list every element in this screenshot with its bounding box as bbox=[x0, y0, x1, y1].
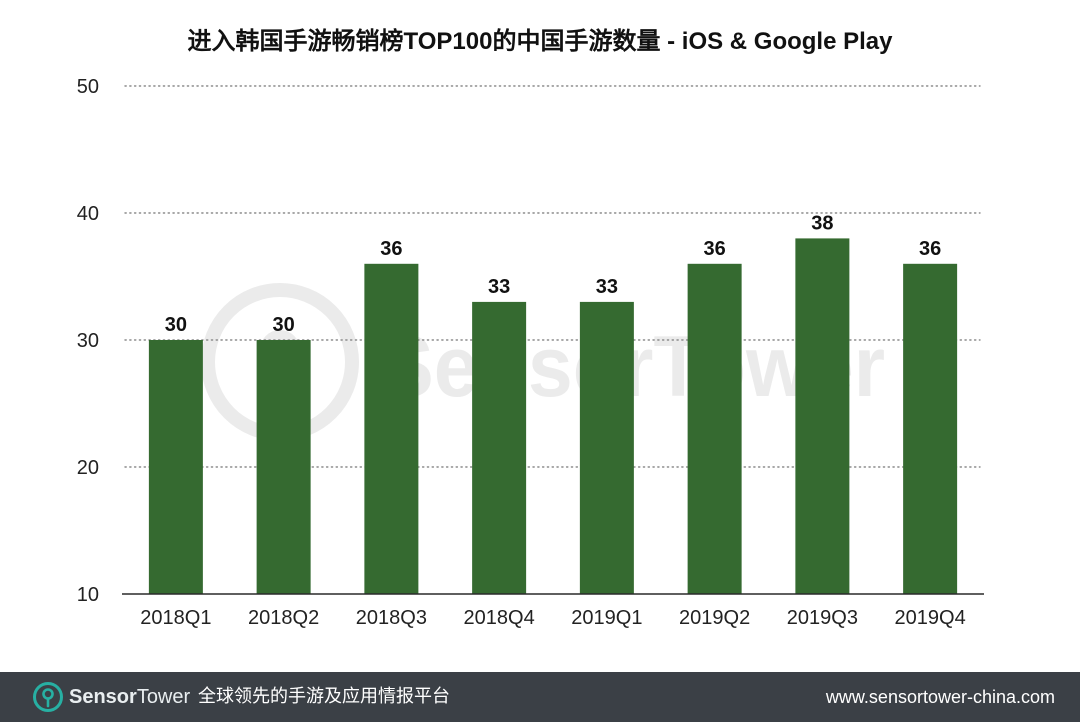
data-label-2019q2: 36 bbox=[704, 238, 726, 260]
bar-2018q2 bbox=[256, 340, 311, 594]
y-tick-label: 30 bbox=[77, 330, 99, 352]
bar-2019q2 bbox=[687, 263, 742, 594]
footer-brand: SensorTower bbox=[69, 672, 190, 722]
x-tick-label: 2019Q2 bbox=[679, 607, 750, 629]
bar-2018q4 bbox=[472, 301, 527, 594]
bar-2018q3 bbox=[364, 263, 419, 594]
axes: 10 20 30 40 50 2018Q1 2018Q2 2018Q3 2018Q4 2019Q1… bbox=[77, 76, 984, 629]
data-label-2018q2: 30 bbox=[273, 314, 295, 336]
x-tick-label: 2018Q3 bbox=[356, 607, 427, 629]
footer-tagline: 全球领先的手游及应用情报平台 bbox=[198, 686, 450, 707]
data-label-2019q1: 33 bbox=[596, 276, 618, 298]
data-labels: 30 30 36 33 33 36 38 36 bbox=[165, 212, 942, 336]
bar-2018q1 bbox=[148, 340, 203, 594]
x-tick-label: 2019Q3 bbox=[787, 607, 858, 629]
chart-title: 进入韩国手游畅销榜TOP100的中国手游数量 - iOS & Google Pl… bbox=[187, 28, 893, 55]
data-label-2019q3: 38 bbox=[811, 212, 833, 234]
x-tick-label: 2019Q4 bbox=[895, 607, 966, 629]
y-tick-label: 20 bbox=[77, 457, 99, 479]
data-label-2018q3: 36 bbox=[380, 238, 402, 260]
x-tick-label: 2019Q1 bbox=[571, 607, 642, 629]
footer-url: www.sensortower-china.com bbox=[825, 687, 1055, 707]
sensortower-logo-icon bbox=[33, 682, 63, 712]
data-label-2019q4: 36 bbox=[919, 238, 941, 260]
x-tick-label: 2018Q1 bbox=[140, 607, 211, 629]
y-tick-label: 40 bbox=[77, 203, 99, 225]
bar-2019q1 bbox=[579, 301, 634, 594]
y-tick-label: 50 bbox=[77, 76, 99, 98]
data-label-2018q4: 33 bbox=[488, 276, 510, 298]
bars bbox=[148, 238, 958, 594]
bar-chart: SensorTower 10203040502018Q12018Q22018Q3… bbox=[77, 76, 984, 629]
y-tick-label: 10 bbox=[77, 584, 99, 606]
bar-2019q3 bbox=[795, 238, 850, 594]
footer-bar: SensorTower 全球领先的手游及应用情报平台 www.sensortow… bbox=[0, 672, 1080, 722]
x-tick-label: 2018Q4 bbox=[464, 607, 535, 629]
brand-part-tower: Tower bbox=[136, 686, 191, 708]
bar-2019q4 bbox=[903, 263, 958, 594]
brand-part-sensor: Sensor bbox=[69, 686, 137, 708]
data-label-2018q1: 30 bbox=[165, 314, 187, 336]
x-tick-label: 2018Q2 bbox=[248, 607, 319, 629]
gridlines bbox=[124, 85, 981, 468]
